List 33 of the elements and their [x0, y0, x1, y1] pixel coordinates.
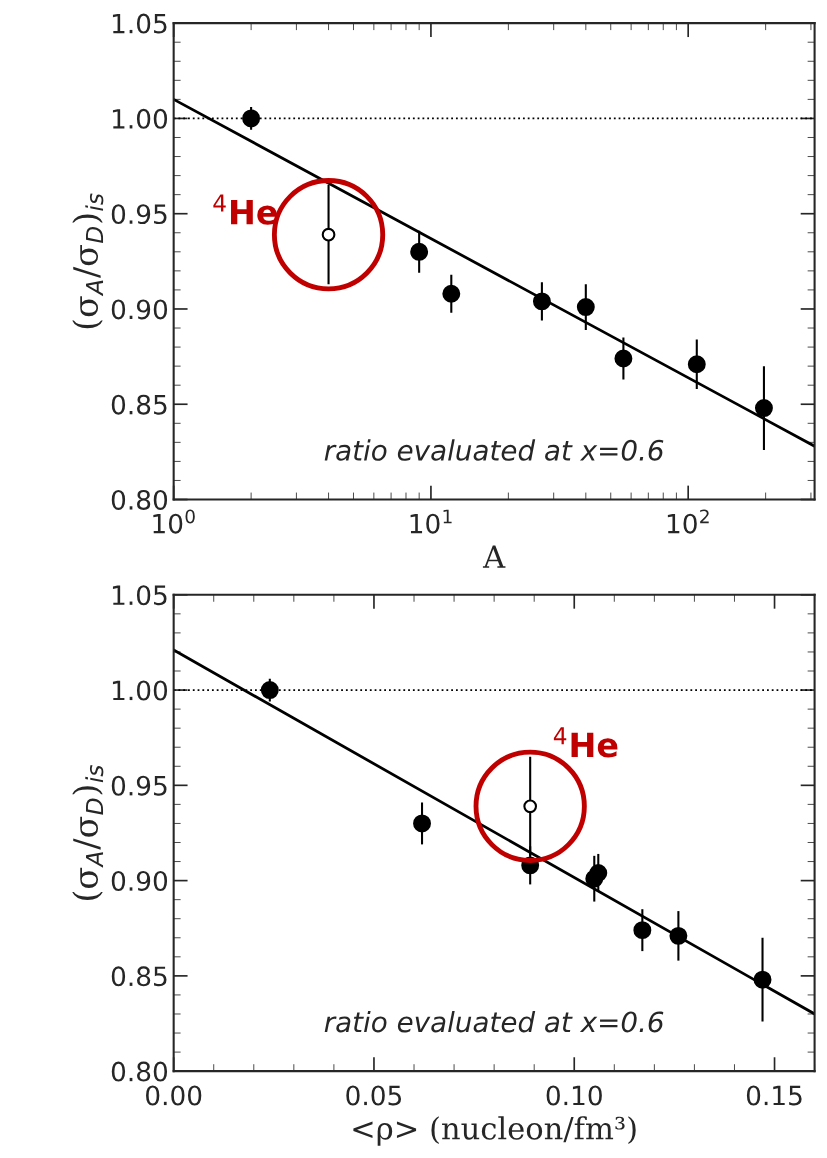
y-axis-title: (σ$_{A}$/σ$_{D}$)$_{is}$ [72, 765, 104, 900]
y-tick-label: 1.05 [112, 585, 167, 606]
y-tick-label: 0.80 [111, 489, 168, 510]
y-tick-label: 0.90 [111, 299, 168, 320]
y-tick-label: 1.05 [112, 13, 167, 34]
y-tick-label: 0.95 [111, 204, 167, 225]
x-tick-label: 10$^{1}$ [410, 509, 452, 534]
x-axis-title: <ρ> (nucleon/fm³) [353, 1116, 636, 1146]
x-tick-label: 0.05 [346, 1085, 402, 1106]
y-tick-label: 0.90 [111, 871, 168, 892]
y-tick-label: 1.00 [112, 680, 168, 701]
x-tick-label: 10$^{0}$ [153, 509, 195, 534]
y-tick-label: 0.85 [111, 394, 167, 415]
y-axis-title: (σ$_{A}$/σ$_{D}$)$_{is}$ [72, 193, 104, 329]
point [753, 970, 772, 989]
annotation: $^{4}$He [553, 727, 618, 758]
point [413, 814, 431, 833]
point [589, 864, 608, 882]
annotation: ratio evaluated at x=0.6 [324, 439, 664, 461]
y-tick-label: 0.80 [111, 1061, 168, 1082]
x-tick-label: 0.15 [746, 1085, 802, 1106]
x-tick-label: 0.00 [146, 1085, 202, 1106]
annotation: ratio evaluated at x=0.6 [324, 1010, 664, 1033]
y-tick-label: 0.85 [111, 966, 167, 987]
point [260, 681, 279, 700]
y-tick-label: 1.00 [112, 108, 168, 129]
point [633, 921, 652, 940]
y-tick-label: 0.95 [111, 775, 167, 796]
x-tick-label: 0.10 [546, 1085, 602, 1106]
annotation: $^{4}$He [213, 194, 277, 225]
x-axis-title: A [482, 545, 506, 568]
point [669, 926, 688, 945]
x-tick-label: 10$^{2}$ [667, 509, 709, 534]
